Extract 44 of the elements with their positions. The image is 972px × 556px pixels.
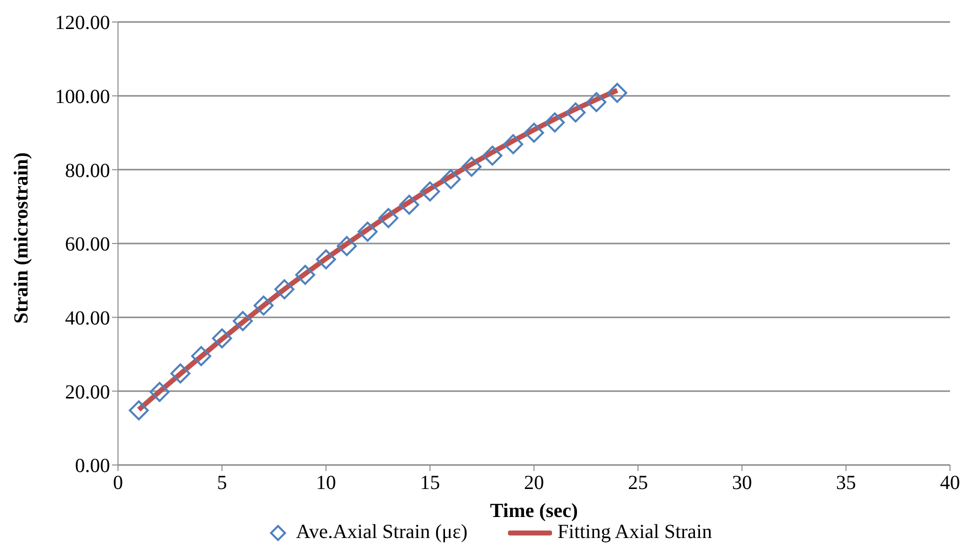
point [295, 264, 316, 285]
point [170, 363, 190, 384]
point [254, 296, 274, 316]
point [482, 146, 502, 166]
point [336, 236, 357, 256]
x-tick-label: 10 [316, 472, 336, 494]
y-tick-label: 100.00 [55, 86, 110, 108]
y-tick-label: 20.00 [65, 381, 110, 404]
point [232, 311, 253, 332]
x-tick-label: 5 [217, 472, 227, 494]
y-tick-label: 120.00 [55, 12, 110, 34]
legend-label: Fitting Axial Strain [558, 521, 712, 544]
x-tick-label: 20 [524, 472, 544, 494]
point [399, 194, 420, 215]
x-tick-label: 0 [113, 472, 123, 494]
point [191, 346, 212, 366]
point [544, 112, 565, 132]
point [586, 92, 606, 112]
legend-label: Ave.Axial Strain (με) [296, 521, 468, 544]
point [440, 169, 461, 190]
point [358, 222, 378, 242]
point [274, 279, 294, 300]
point [212, 328, 232, 348]
point [503, 134, 524, 154]
y-tick-label: 40.00 [65, 307, 110, 330]
y-tick-label: 60.00 [65, 234, 110, 256]
x-tick-label: 40 [940, 472, 960, 494]
point [607, 82, 628, 103]
x-axis-title: Time (sec) [490, 500, 578, 522]
point [462, 156, 482, 177]
x-tick-label: 35 [836, 472, 856, 494]
x-tick-label: 15 [420, 472, 440, 494]
point [378, 208, 398, 228]
point [128, 400, 149, 420]
point [524, 122, 544, 143]
y-axis-title: Strain (microstrain) [10, 152, 34, 324]
point [316, 249, 336, 270]
point [566, 102, 586, 122]
point [420, 181, 440, 202]
x-tick-label: 25 [628, 472, 648, 494]
y-tick-label: 0.00 [75, 455, 110, 478]
y-tick-label: 80.00 [65, 160, 110, 182]
point [150, 382, 170, 402]
x-tick-label: 30 [732, 472, 752, 494]
